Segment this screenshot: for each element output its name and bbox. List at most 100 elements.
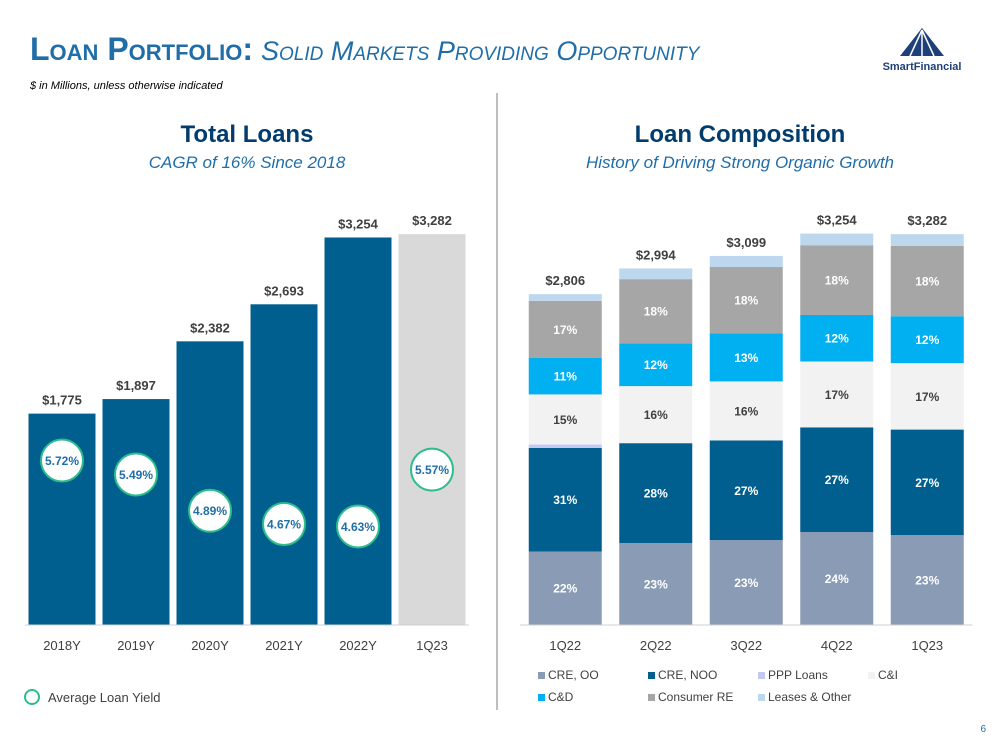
segment-label: 17% xyxy=(553,323,577,337)
x-tick-label: 2020Y xyxy=(191,638,229,653)
segment-label: 28% xyxy=(644,487,668,501)
legend-label: PPP Loans xyxy=(768,668,828,682)
bar-segment xyxy=(709,381,783,441)
segment-label: 12% xyxy=(825,332,849,346)
segment-label: 18% xyxy=(915,275,939,289)
legend-label: C&D xyxy=(548,690,574,704)
total-label: $3,099 xyxy=(726,235,766,250)
x-tick-label: 1Q23 xyxy=(416,638,448,653)
bar-segment xyxy=(619,386,693,444)
yield-label: 4.63% xyxy=(341,520,375,534)
bar-segment xyxy=(528,300,602,358)
bar-segment xyxy=(709,333,783,382)
yield-marker xyxy=(336,504,380,549)
legend-swatch xyxy=(758,672,765,679)
segment-label: 31% xyxy=(553,493,577,507)
bar-segment xyxy=(619,443,693,543)
x-tick-label: 2Q22 xyxy=(640,638,672,653)
legend-label: Average Loan Yield xyxy=(48,690,161,705)
segment-label: 27% xyxy=(825,473,849,487)
total-label: $2,994 xyxy=(636,247,677,262)
legend-swatch xyxy=(648,694,655,701)
segment-label: 12% xyxy=(644,358,668,372)
legend-swatch xyxy=(758,694,765,701)
x-tick-label: 3Q22 xyxy=(730,638,762,653)
total-label: $3,254 xyxy=(817,213,858,228)
logo-stripe xyxy=(909,29,923,57)
legend-label: CRE, OO xyxy=(548,668,599,682)
x-tick-label: 4Q22 xyxy=(821,638,853,653)
bar xyxy=(176,341,244,625)
yield-label: 4.89% xyxy=(193,504,227,518)
legend-label: Consumer RE xyxy=(658,690,733,704)
yield-marker xyxy=(40,438,84,483)
segment-label: 27% xyxy=(734,484,758,498)
logo-stripe xyxy=(921,29,935,57)
chart-title: Loan Composition xyxy=(635,121,846,148)
legend-swatch xyxy=(648,672,655,679)
bar xyxy=(102,399,170,625)
bar-segment xyxy=(528,447,602,552)
logo-text: SmartFinancial xyxy=(883,61,962,73)
segment-label: 24% xyxy=(825,572,849,586)
segment-label: 23% xyxy=(644,577,668,591)
bar-segment xyxy=(890,429,964,536)
bar-segment xyxy=(528,444,602,448)
segment-label: 15% xyxy=(553,413,577,427)
segment-label: 13% xyxy=(734,351,758,365)
legend-label: C&I xyxy=(878,668,898,682)
title-sub: Solid Markets Providing Opportunity xyxy=(261,36,701,66)
segment-label: 23% xyxy=(734,576,758,590)
segment-label: 23% xyxy=(915,574,939,588)
segment-label: 12% xyxy=(915,333,939,347)
value-label: $2,693 xyxy=(264,283,304,298)
yield-label: 4.67% xyxy=(267,518,301,532)
legend-label: CRE, NOO xyxy=(658,668,717,682)
legend-swatch xyxy=(538,694,545,701)
bar xyxy=(324,237,392,625)
bar-segment xyxy=(890,316,964,364)
bar xyxy=(250,304,318,625)
value-label: $2,382 xyxy=(190,320,230,335)
bar-segment xyxy=(800,361,874,428)
bar-segment xyxy=(528,394,602,445)
x-tick-label: 2021Y xyxy=(265,638,303,653)
segment-label: 16% xyxy=(734,404,758,418)
segment-label: 18% xyxy=(734,294,758,308)
bar-segment xyxy=(619,542,693,625)
legend-swatch xyxy=(538,672,545,679)
page-number: 6 xyxy=(980,724,986,735)
bar-segment xyxy=(709,440,783,541)
yield-label: 5.57% xyxy=(415,463,449,477)
bar-segment xyxy=(800,245,874,315)
x-tick-label: 1Q22 xyxy=(549,638,581,653)
yield-label: 5.72% xyxy=(45,454,79,468)
value-label: $1,775 xyxy=(42,393,82,408)
chart-subtitle: CAGR of 16% Since 2018 xyxy=(149,153,346,172)
segment-label: 16% xyxy=(644,408,668,422)
bar-segment xyxy=(709,255,783,268)
bar-segment xyxy=(890,535,964,625)
value-label: $1,897 xyxy=(116,378,156,393)
bar-segment xyxy=(890,245,964,317)
slide-title: Loan Portfolio: Solid Markets Providing O… xyxy=(30,31,701,67)
bar-segment xyxy=(800,233,874,246)
total-label: $2,806 xyxy=(545,273,585,288)
bar-segment xyxy=(619,268,693,280)
legend-swatch xyxy=(868,672,875,679)
x-tick-label: 2022Y xyxy=(339,638,377,653)
bar-segment xyxy=(709,267,783,334)
x-tick-label: 2019Y xyxy=(117,638,155,653)
x-tick-label: 2018Y xyxy=(43,638,81,653)
bar-segment xyxy=(800,314,874,362)
value-label: $3,254 xyxy=(338,216,379,231)
x-tick-label: 1Q23 xyxy=(911,638,943,653)
bar-segment xyxy=(619,343,693,387)
yield-label: 5.49% xyxy=(119,468,153,482)
segment-label: 27% xyxy=(915,476,939,490)
bar-segment xyxy=(800,531,874,625)
segment-label: 11% xyxy=(554,370,578,384)
segment-label: 18% xyxy=(825,274,849,288)
yield-marker xyxy=(262,502,306,547)
